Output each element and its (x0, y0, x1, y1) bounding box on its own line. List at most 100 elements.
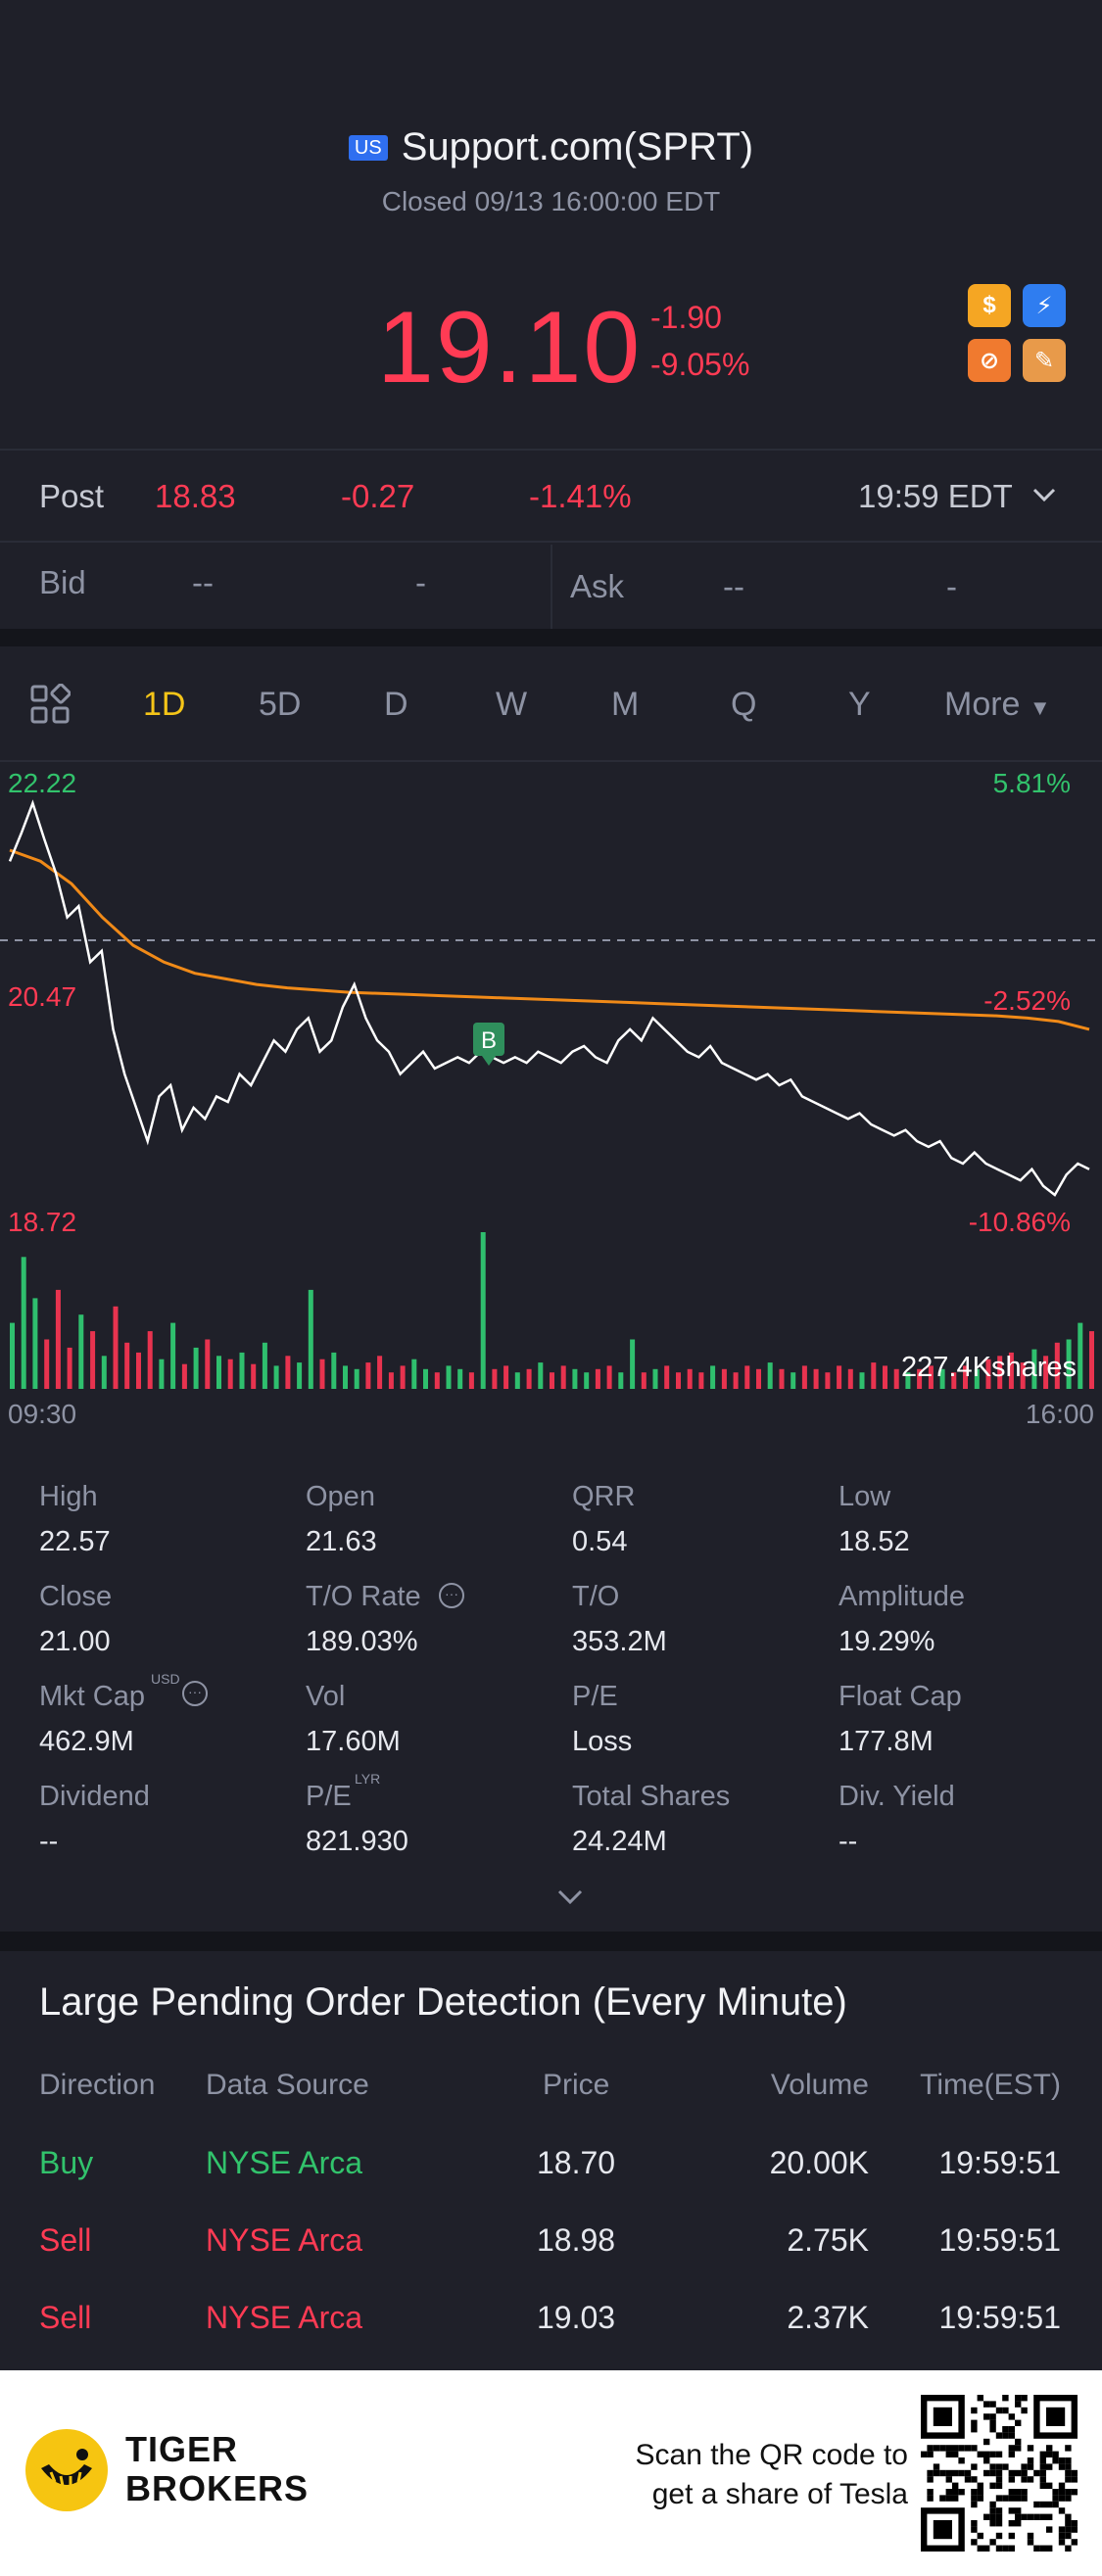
post-market-row[interactable]: Post 18.83 -0.27 -1.41% 19:59 EDT (0, 468, 1102, 527)
bid-size: - (415, 564, 426, 600)
order-volume: 2.75K (787, 2222, 869, 2258)
layout-grid-icon[interactable] (29, 683, 72, 734)
volume-bar (664, 1365, 670, 1389)
chevron-down-icon[interactable] (1030, 474, 1058, 521)
stat-superscript: USD (151, 1671, 180, 1687)
volume-bar (354, 1368, 359, 1389)
to-rate-info-icon[interactable]: ··· (439, 1583, 464, 1608)
stat-label: Mkt Cap (39, 1681, 145, 1712)
volume-bar (297, 1362, 303, 1389)
volume-bars (10, 1232, 1094, 1389)
tab-1d[interactable]: 1D (143, 686, 186, 723)
volume-bar (905, 1372, 911, 1389)
volume-bar (262, 1342, 267, 1389)
volume-bar (652, 1368, 658, 1389)
y-axis-mid: 20.47 (8, 981, 77, 1012)
volume-bar (756, 1368, 761, 1389)
tiger-logo (25, 2429, 108, 2511)
feature-icons: $ ⚡ ⊘ ✎ (968, 284, 1066, 382)
quote-header: US Support.com(SPRT) Closed 09/13 16:00:… (0, 0, 1102, 449)
buy-marker[interactable]: B (473, 1023, 504, 1066)
education-icon[interactable]: ✎ (1023, 339, 1066, 382)
volume-bar (90, 1331, 96, 1389)
volume-bar (285, 1356, 291, 1389)
tab-more[interactable]: More ▼ (944, 686, 1051, 724)
volume-bar (1054, 1342, 1060, 1389)
volume-bar (377, 1356, 383, 1389)
volume-bar (1031, 1349, 1037, 1389)
volume-bar (480, 1232, 486, 1389)
volume-bar (1078, 1322, 1083, 1389)
volume-bar (44, 1339, 50, 1389)
ask-size: - (946, 568, 957, 604)
volume-bar (837, 1365, 842, 1389)
price-line (8, 799, 1090, 1197)
chart-canvas: B (0, 799, 1102, 1389)
bid-ask-row: Bid -- - Ask -- - (0, 549, 1102, 627)
volume-bar (721, 1368, 727, 1389)
stat-value: 24.24M (572, 1826, 667, 1857)
tab-y[interactable]: Y (848, 686, 871, 723)
ask-price: -- (723, 568, 744, 604)
stock-title[interactable]: Support.com(SPRT) (401, 125, 754, 168)
tab-q[interactable]: Q (731, 686, 757, 723)
post-price: 18.83 (155, 478, 236, 514)
tab-5d[interactable]: 5D (259, 686, 302, 723)
volume-bar (676, 1372, 681, 1389)
volume-bar (400, 1365, 406, 1389)
volume-bar (343, 1365, 348, 1389)
volume-bar (618, 1372, 624, 1389)
stat-value: 462.9M (39, 1726, 134, 1757)
stat-label: Div. Yield (838, 1781, 955, 1812)
tab-w[interactable]: W (496, 686, 528, 723)
no-margin-icon[interactable]: ⊘ (968, 339, 1011, 382)
tab-m[interactable]: M (611, 686, 640, 723)
volume-bar (791, 1372, 796, 1389)
lightning-icon[interactable]: ⚡ (1023, 284, 1066, 327)
promo-footer[interactable]: TIGER BROKERS Scan the QR code to get a … (0, 2370, 1102, 2576)
order-source: NYSE Arca (206, 2300, 363, 2335)
bid-label: Bid (39, 564, 86, 600)
stat-value: 21.63 (306, 1526, 377, 1557)
dollar-icon[interactable]: $ (968, 284, 1011, 327)
volume-bar (871, 1362, 877, 1389)
volume-bar (698, 1372, 704, 1389)
expand-chevron-icon[interactable] (554, 1884, 586, 1913)
volume-bar (216, 1356, 221, 1389)
intraday-chart[interactable]: B 22.22 20.47 18.72 5.81% -2.52% -10.86%… (0, 764, 1102, 1430)
mkt-cap-info-icon[interactable]: ··· (182, 1681, 208, 1706)
tab-d[interactable]: D (384, 686, 408, 723)
divider (0, 449, 1102, 451)
stat-value: 18.52 (838, 1526, 910, 1557)
caret-down-icon: ▼ (1029, 695, 1051, 720)
scan-line1: Scan the QR code to (635, 2439, 909, 2471)
col-data-source: Data Source (206, 2069, 369, 2101)
volume-bar (170, 1322, 176, 1389)
volume-bar (974, 1368, 980, 1389)
order-direction: Sell (39, 2300, 92, 2335)
volume-bar (78, 1314, 84, 1389)
volume-bar (928, 1365, 934, 1389)
order-time: 19:59:51 (938, 2300, 1061, 2335)
volume-bar (251, 1363, 257, 1389)
stat-label: Open (306, 1481, 375, 1512)
stat-value: 17.60M (306, 1726, 401, 1757)
stat-label: Vol (306, 1681, 346, 1712)
volume-bar (147, 1331, 153, 1389)
volume-bar (985, 1359, 991, 1389)
volume-bar (744, 1365, 750, 1389)
order-price: 18.98 (537, 2222, 616, 2258)
stat-label: P/E (572, 1681, 618, 1712)
title-row: US Support.com(SPRT) (0, 125, 1102, 169)
volume-bar (423, 1368, 428, 1389)
pending-orders-title: Large Pending Order Detection (Every Min… (39, 1980, 847, 2024)
qr-code[interactable] (921, 2395, 1078, 2552)
volume-bar (181, 1363, 187, 1389)
volume-bar (124, 1342, 130, 1389)
volume-bar (319, 1359, 325, 1389)
volume-bar (514, 1372, 520, 1389)
volume-bar (630, 1339, 636, 1389)
market-status: Closed 09/13 16:00:00 EDT (381, 186, 721, 216)
volume-bar (273, 1365, 279, 1389)
section-gap (0, 629, 1102, 646)
